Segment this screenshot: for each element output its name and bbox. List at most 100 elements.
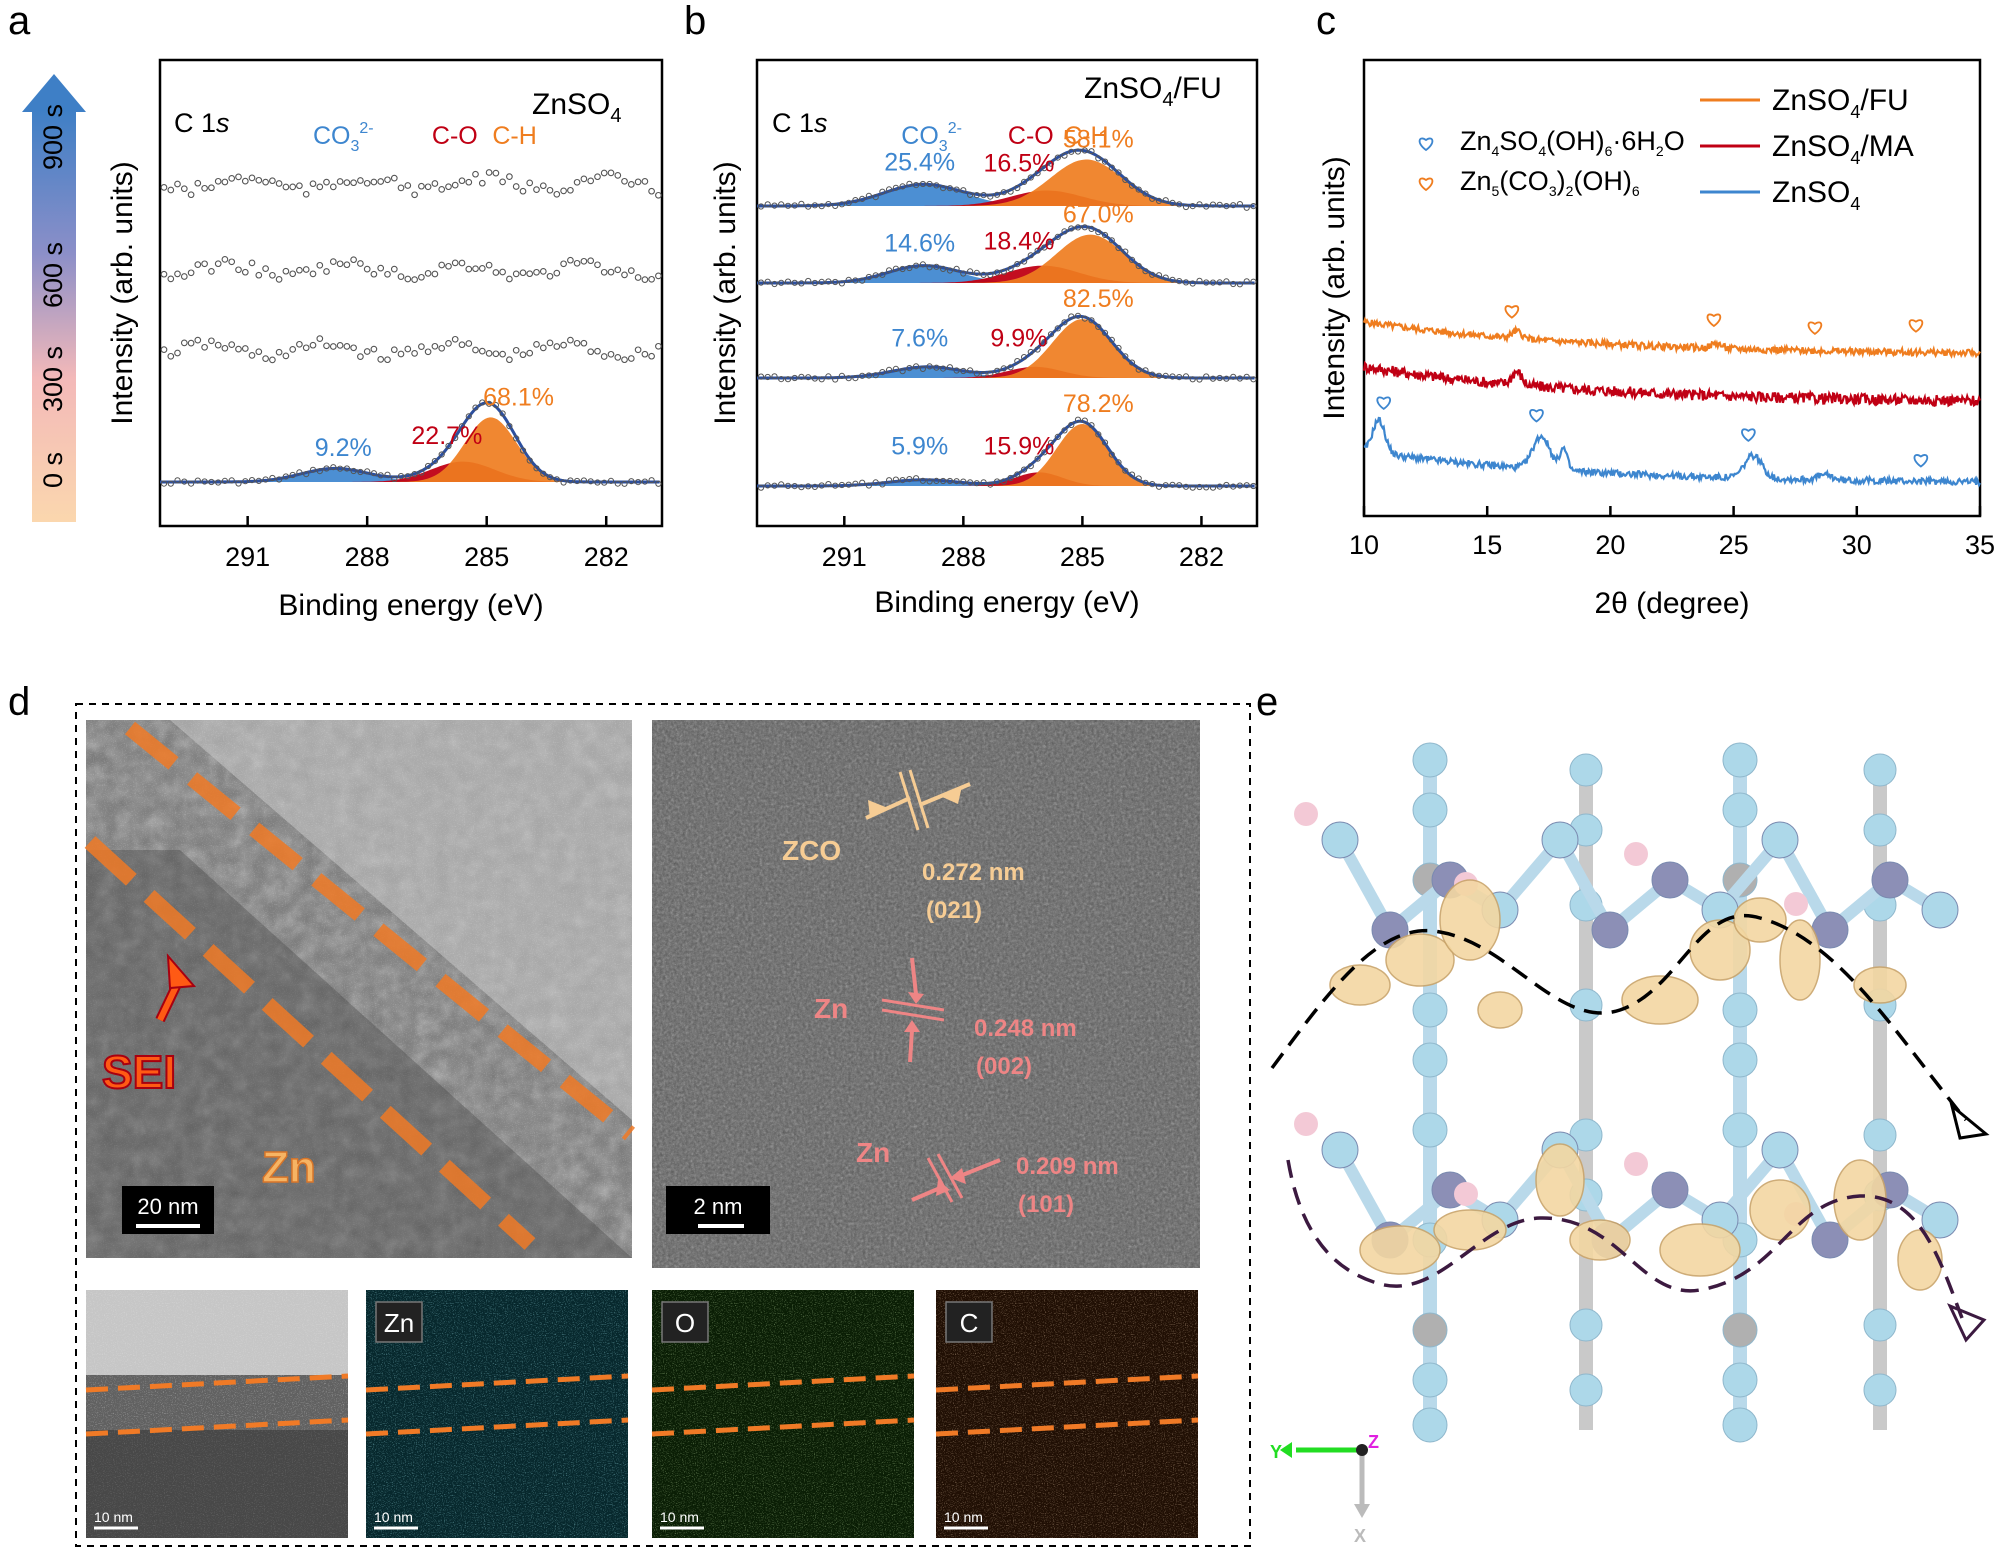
chart-b-spectrum-1-point	[1014, 358, 1021, 365]
chart-b-spectrum-3-point	[1068, 148, 1075, 155]
chart-b-spectrum-1-point	[764, 373, 771, 381]
chart-b-spectrum-1-point	[1074, 312, 1082, 319]
chart-b-spectrum-3-point	[1128, 182, 1136, 189]
chart-a-spectrum-0-point	[337, 465, 344, 472]
chart-a-spectrum-3-point	[363, 179, 371, 187]
chart-b-spectrum-0-point	[940, 477, 947, 485]
lattice-1-spacing: 0.248 nm	[974, 1015, 1077, 1042]
structure-density-blob-2	[1439, 879, 1501, 961]
chart-b-spectrum-2-point	[1223, 278, 1230, 285]
chart-b-spectrum-3-point	[1047, 160, 1055, 167]
chart-b-spectrum-2-point	[852, 277, 859, 284]
chart-b-spectrum-3-point	[933, 182, 940, 189]
structure-density-blob-10	[1433, 1209, 1507, 1251]
chart-b-spectrum-0-point	[953, 478, 960, 485]
chart-a-spectrum-1-point	[329, 343, 337, 350]
chart-b-spectrum-3-point	[811, 202, 819, 209]
chart-b-spectrum-2-point	[838, 280, 846, 287]
chart-b-spectrum-3-point	[771, 202, 778, 209]
chart-b-spectrum-2-peak-0	[757, 265, 1257, 283]
chart-b-spectrum-3-point	[1115, 169, 1122, 176]
chart-b-xlabel: Binding energy (eV)	[874, 586, 1139, 619]
chart-a-spectrum-1-point	[485, 350, 493, 357]
chart-b-spectrum-3-point	[967, 191, 974, 198]
chart-a-spectrum-0-point	[391, 475, 398, 482]
chart-a-spectrum-0-point	[499, 410, 506, 417]
chart-b-spectrum-1-point	[1081, 315, 1088, 322]
chart-a-spectrum-1-point	[194, 336, 202, 344]
chart-b-spectrum-0-point	[1041, 449, 1048, 456]
chart-b-spectrum-3-point	[960, 187, 967, 194]
chart-a-spectrum-0-point	[492, 402, 499, 409]
chart-a-spectrum-2-point	[526, 270, 534, 278]
structure-lower-atom	[1321, 1131, 1359, 1169]
chart-a-spectrum-3-point	[208, 184, 215, 192]
chart-a-spectrum-2-point	[404, 275, 412, 283]
chart-a-spectrum-3-point	[492, 169, 500, 177]
chart-b-spectrum-2-point	[818, 278, 825, 285]
chart-a-spectrum-2-point	[187, 269, 195, 277]
chart-a-spectrum-3-point	[485, 169, 493, 176]
chart-b-spectrum-1-point	[1021, 354, 1028, 361]
chart-a-spectrum-0-point	[560, 479, 567, 486]
chart-a-spectrum-2-point	[370, 270, 378, 278]
chart-a-spectrum-2-point	[533, 268, 540, 276]
chart-b-spectrum-1-point	[852, 375, 859, 382]
chart-b-spectrum-3-point	[757, 203, 765, 210]
chart-a-spectrum-1-point	[357, 353, 364, 360]
chart-b-spectrum-1-point	[757, 373, 765, 380]
chart-b-spectrum-3-point	[1101, 158, 1109, 165]
chart-b-spectrum-0-point	[791, 483, 798, 490]
lattice-1-plane: (002)	[976, 1053, 1032, 1080]
chart-b-spectrum-2-point	[1128, 256, 1136, 263]
chart-a-spectrum-0-point	[188, 480, 195, 487]
chart-b-spectrum-2-point	[1250, 278, 1257, 285]
chart-a-spectrum-1-point	[465, 340, 473, 347]
chart-b-spectrum-2-point	[987, 271, 994, 279]
chart-c-ylabel: Intensity (arb. units)	[1318, 156, 1351, 419]
chart-c-heart-2	[1741, 428, 1756, 442]
chart-a-spectrum-3-point	[180, 185, 188, 193]
chart-b-spectrum-1-point	[784, 376, 792, 383]
structure-atom-pillar-b	[1569, 1308, 1603, 1342]
chart-a-spectrum-2-point	[567, 256, 574, 264]
chart-b-spectrum-2-point	[919, 261, 927, 268]
chart-a-spectrum-1-point	[580, 339, 588, 347]
chart-a-spectrum-3-point	[248, 174, 256, 182]
chart-b-spectrum-0-point	[1243, 482, 1250, 489]
chart-a-spectrum-0-point	[160, 480, 168, 487]
chart-b-spectrum-1-point	[1122, 353, 1129, 360]
chart-a-spectrum-2-point	[431, 270, 439, 278]
chart-b-spectrum-0-point	[872, 479, 879, 486]
chart-b-spectrum-2-point	[784, 278, 792, 285]
chart-b-spectrum-1-point	[953, 367, 960, 374]
chart-b-spectrum-3-point	[818, 203, 825, 210]
chart-a-spectrum-1-point	[533, 341, 540, 348]
chart-a-spectrum-2-point	[357, 260, 364, 267]
chart-b-spectrum-0-point	[825, 481, 832, 488]
chart-b-spectrum-0-point	[1061, 427, 1068, 434]
structure-atom-pillar	[1722, 1112, 1758, 1148]
chart-b-spectrum-3-point	[1203, 203, 1210, 210]
chart-b-spectrum-2-peak-1	[757, 265, 1257, 283]
chart-b-spectrum-1-point	[1142, 367, 1149, 374]
chart-a-spectrum-2-point	[302, 266, 310, 273]
chart-a-spectrum-2-point	[607, 268, 615, 276]
chart-c: 10 15 20 25 30 35 ZnSO4/FU ZnSO4/MA ZnSO4 Zn4SO4(…	[1318, 58, 1995, 620]
chart-a-spectrum-2-point	[194, 261, 202, 268]
chart-a-spectrum-2-point	[228, 258, 236, 266]
chart-b-spectrum-1-point	[791, 374, 798, 382]
chart-b-spectrum-1-point	[778, 376, 785, 383]
chart-b-spectrum-3-point	[892, 184, 900, 191]
chart-b-spectrum-2-point	[953, 265, 960, 272]
eds-map-3-element-label: C	[960, 1308, 979, 1338]
structure-atom-pillar	[1412, 792, 1448, 828]
chart-a-spectrum-1-point	[201, 343, 208, 351]
panel-label-e: e	[1256, 680, 1278, 724]
chart-b-component-1: C-O	[1008, 122, 1054, 150]
structure-atom-pillar	[1722, 742, 1758, 778]
chart-a-spectrum-1-point	[492, 350, 500, 358]
chart-a-spectrum-0-point	[445, 442, 452, 450]
chart-b-spectrum-3-point	[1216, 201, 1223, 208]
chart-b-spectrum-1-point	[960, 367, 967, 375]
